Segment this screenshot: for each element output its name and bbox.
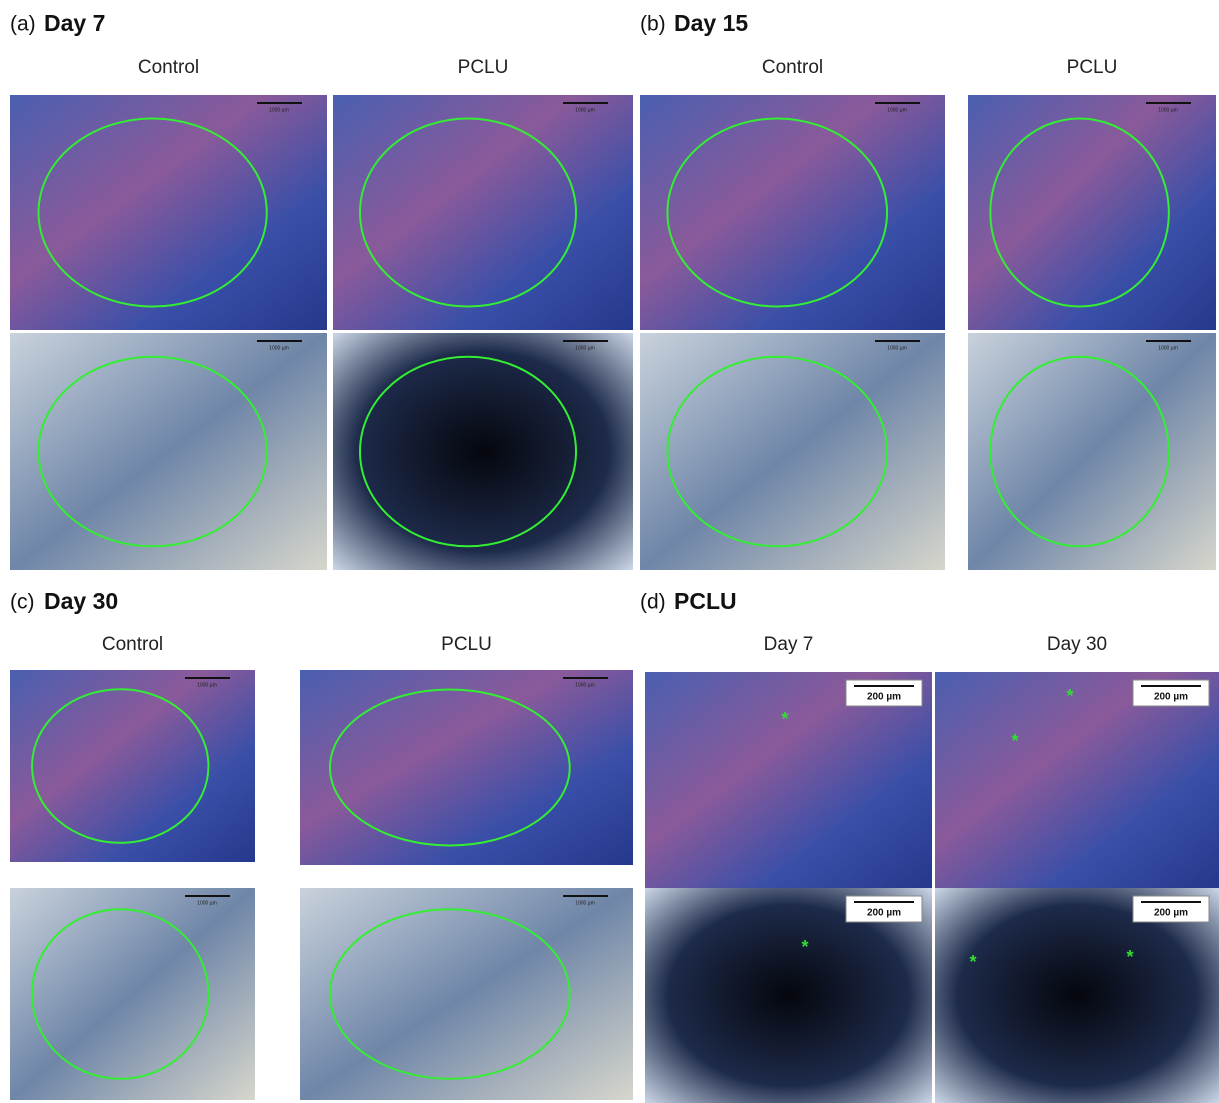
asterisk: * (1066, 686, 1073, 706)
column-heading: Control (762, 57, 823, 78)
micrograph-image (10, 670, 255, 862)
asterisk: * (1011, 731, 1018, 751)
scale-bar-label: 1000 µm (887, 345, 907, 351)
column-heading: Day 30 (1047, 634, 1107, 655)
micrograph-image (968, 333, 1216, 570)
panel-label: (a) (10, 13, 36, 36)
micrograph: 1000 µm (640, 333, 945, 570)
panel-title: Day 7 (44, 10, 105, 36)
scale-bar-label: 1000 µm (575, 682, 595, 688)
micrograph: 1000 µm (968, 95, 1216, 330)
micrograph: 1000 µm (333, 95, 633, 330)
asterisk: * (801, 937, 808, 957)
scale-bar-label: 1000 µm (1158, 107, 1178, 113)
scale-bar-label: 200 µm (1154, 692, 1188, 703)
micrograph: 1000 µm (10, 95, 327, 330)
micrograph-image (300, 670, 633, 865)
micrograph-image (300, 888, 633, 1100)
micrograph-image (640, 95, 945, 330)
micrograph: 1000 µm (968, 333, 1216, 570)
scale-bar-label: 1000 µm (575, 107, 595, 113)
micrograph: 200 µm * * (935, 888, 1219, 1103)
micrograph: 1000 µm (300, 670, 633, 865)
micrograph-image (333, 95, 633, 330)
micrograph-image (10, 888, 255, 1100)
asterisk: * (781, 709, 788, 729)
panel-title: Day 15 (674, 10, 748, 36)
panel-title: Day 30 (44, 588, 118, 614)
micrograph-image (10, 333, 327, 570)
micrograph: 200 µm * (645, 888, 932, 1103)
scale-bar-label: 1000 µm (269, 345, 289, 351)
micrograph: 200 µm * * (935, 672, 1219, 888)
scale-bar-label: 1000 µm (197, 900, 217, 906)
scale-bar-label: 1000 µm (269, 107, 289, 113)
asterisk: * (1126, 947, 1133, 967)
scale-bar-label: 200 µm (867, 908, 901, 919)
micrograph: 1000 µm (10, 333, 327, 570)
scale-bar-label: 200 µm (867, 692, 901, 703)
scale-bar-label: 1000 µm (887, 107, 907, 113)
column-heading: Control (138, 57, 199, 78)
scale-bar-label: 1000 µm (575, 900, 595, 906)
column-heading: PCLU (458, 57, 509, 78)
scale-bar-label: 1000 µm (197, 682, 217, 688)
micrograph: 1000 µm (10, 670, 255, 862)
micrograph-image (640, 333, 945, 570)
micrograph: 1000 µm (640, 95, 945, 330)
micrograph: 1000 µm (10, 888, 255, 1100)
micrograph: 1000 µm (333, 333, 633, 570)
scale-bar-label: 200 µm (1154, 908, 1188, 919)
asterisk: * (969, 952, 976, 972)
panel-title: PCLU (674, 588, 737, 614)
column-heading: Day 7 (764, 634, 814, 655)
panel-label: (c) (10, 591, 35, 614)
column-heading: PCLU (441, 634, 492, 655)
micrograph-image (333, 333, 633, 570)
figure: (a) Day 7 Control 1000 µm 1000 µm PCLU 1000 µm… (0, 0, 1219, 1103)
scale-bar-label: 1000 µm (575, 345, 595, 351)
column-heading: PCLU (1067, 57, 1118, 78)
scale-bar-label: 1000 µm (1158, 345, 1178, 351)
column-heading: Control (102, 634, 163, 655)
panel-label: (b) (640, 13, 666, 36)
micrograph-image (968, 95, 1216, 330)
panel-label: (d) (640, 591, 666, 614)
micrograph: 200 µm * (645, 672, 932, 888)
micrograph: 1000 µm (300, 888, 633, 1100)
micrograph-image (10, 95, 327, 330)
